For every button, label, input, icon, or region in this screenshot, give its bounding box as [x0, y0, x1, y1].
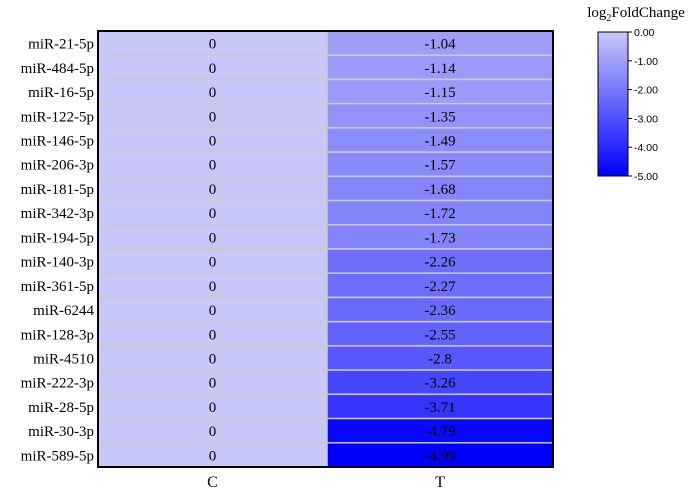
cell-value-label: 0	[209, 255, 217, 271]
row-label: miR-4510	[33, 352, 94, 368]
row-label: miR-21-5p	[28, 37, 94, 53]
cell-value-label: 0	[209, 85, 217, 101]
colorbar-tick-label: 0.00	[634, 27, 655, 39]
heatmap-cell	[326, 272, 554, 299]
row-label: miR-140-3p	[21, 255, 94, 271]
cell-value-label: 0	[209, 376, 217, 392]
colorbar-tick-label: -2.00	[634, 85, 658, 97]
cell-value-label: -2.8	[428, 352, 452, 368]
heatmap-cell	[326, 199, 554, 226]
heatmap-cell	[326, 175, 554, 202]
heatmap-cell	[326, 442, 554, 468]
heatmap-cell	[97, 296, 328, 323]
row-label: miR-206-3p	[21, 158, 94, 174]
cell-value-label: -1.68	[424, 182, 455, 198]
cell-value-labels: 0 -1.04 0 -1.14 0 -1.15 0 -1.35 0 -1.49 0 -1.57 0 -1.…	[209, 37, 456, 465]
row-label: miR-146-5p	[21, 134, 94, 150]
cell-value-label: 0	[209, 158, 217, 174]
row-label: miR-181-5p	[21, 182, 94, 198]
row-label: miR-342-3p	[21, 206, 94, 222]
row-labels: miR-21-5p miR-484-5p miR-16-5p miR-122-5p mi…	[21, 37, 95, 465]
cell-value-label: 0	[209, 424, 217, 440]
row-label: miR-222-3p	[21, 376, 94, 392]
cell-value-label: -1.72	[424, 206, 455, 222]
cell-value-label: -1.49	[424, 134, 455, 150]
colorbar-title: log2FoldChange	[587, 5, 685, 24]
row-label: miR-484-5p	[21, 61, 94, 77]
colorbar-title-prefix: log	[587, 5, 607, 21]
row-label: miR-128-3p	[21, 327, 94, 343]
cell-value-label: 0	[209, 448, 217, 464]
cell-value-label: -3.71	[424, 400, 455, 416]
cell-value-label: -2.26	[424, 255, 456, 271]
column-label: T	[435, 474, 445, 491]
colorbar-title-suffix: FoldChange	[611, 5, 685, 21]
cell-value-label: 0	[209, 327, 217, 343]
heatmap-cell	[326, 127, 554, 153]
row-label: miR-361-5p	[21, 279, 94, 295]
row-label: miR-16-5p	[28, 85, 94, 101]
colorbar-tick-label: -1.00	[634, 56, 658, 68]
row-label: miR-6244	[33, 303, 94, 319]
colorbar-tick-label: -3.00	[634, 113, 658, 125]
cell-value-label: -1.14	[424, 61, 456, 77]
cell-value-label: -1.15	[424, 85, 455, 101]
cell-value-label: 0	[209, 182, 217, 198]
heatmap-cell	[97, 369, 328, 396]
cell-value-label: -3.26	[424, 376, 456, 392]
heatmap-cell	[97, 393, 328, 420]
heatmap-cell	[326, 78, 554, 105]
cell-value-label: 0	[209, 303, 217, 319]
cell-value-label: 0	[209, 352, 217, 368]
cell-value-label: 0	[209, 109, 217, 125]
cell-value-label: 0	[209, 61, 217, 77]
cell-value-label: 0	[209, 134, 217, 150]
heatmap-cell	[326, 248, 554, 274]
cell-value-label: 0	[209, 279, 217, 295]
row-label: miR-589-5p	[21, 448, 94, 464]
colorbar-ticks: 0.00 -1.00 -2.00 -3.00 -4.00 -5.00	[628, 27, 658, 183]
row-label: miR-122-5p	[21, 109, 94, 125]
cell-value-label: -2.36	[424, 303, 456, 319]
cell-value-label: -1.35	[424, 109, 455, 125]
row-label: miR-28-5p	[28, 400, 94, 416]
colorbar-tick-label: -5.00	[634, 171, 658, 183]
row-label: miR-30-3p	[28, 424, 94, 440]
cell-value-label: -2.27	[424, 279, 456, 295]
cell-value-label: -4.79	[424, 424, 455, 440]
column-label: C	[207, 474, 218, 491]
cell-value-label: 0	[209, 206, 217, 222]
heatmap-frame	[97, 30, 554, 468]
colorbar-gradient	[597, 31, 629, 177]
heatmap-cells	[97, 30, 554, 468]
heatmap-cell	[326, 102, 554, 129]
cell-value-label: 0	[209, 230, 217, 246]
cell-value-label: -1.73	[424, 230, 455, 246]
cell-value-label: -1.04	[424, 37, 456, 53]
cell-value-label: -4.99	[424, 448, 455, 464]
colorbar-tick-label: -4.00	[634, 142, 658, 154]
colorbar-legend: log2FoldChange 0.00 -1.00 -2.00 -3.00 -4.00 -…	[587, 5, 685, 183]
heatmap-cell	[326, 151, 554, 178]
row-label: miR-194-5p	[21, 230, 94, 246]
colorbar-title-subscript: 2	[606, 13, 611, 24]
heatmap-cell	[97, 248, 328, 274]
cell-value-label: 0	[209, 37, 217, 53]
cell-value-label: -2.55	[424, 327, 455, 343]
cell-value-label: -1.57	[424, 158, 456, 174]
cell-value-label: 0	[209, 400, 217, 416]
